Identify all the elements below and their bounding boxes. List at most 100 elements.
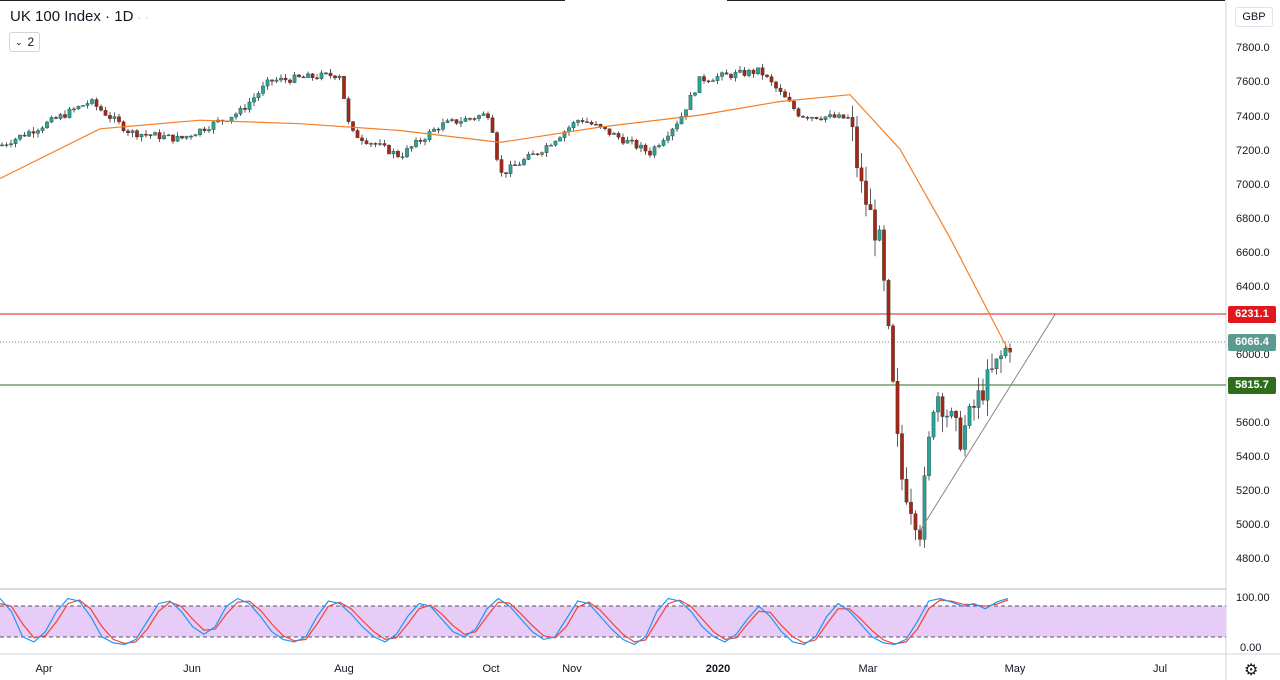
candle-body: [981, 390, 985, 401]
candle-body: [526, 154, 531, 160]
price-scale[interactable]: 7800.0 7600.0 7400.0 7200.0 7000.0 6800.…: [1236, 42, 1270, 565]
price-tick: 7600.0: [1236, 76, 1270, 88]
candle-body: [360, 137, 364, 141]
candle-body: [972, 406, 976, 408]
currency-button[interactable]: GBP: [1235, 7, 1273, 27]
candle-body: [387, 145, 391, 155]
candle-body: [859, 167, 864, 182]
price-tick: 7000.0: [1236, 179, 1270, 191]
candle-body: [990, 368, 994, 371]
candle-body: [396, 150, 400, 157]
candle-body: [355, 130, 360, 139]
candle-body: [828, 114, 832, 117]
candle-body: [927, 436, 931, 476]
time-label: Apr: [35, 663, 52, 675]
candle-body: [157, 132, 162, 140]
candle-body: [985, 369, 990, 401]
candle-body: [301, 76, 306, 79]
candle-body: [841, 114, 846, 119]
candle-body: [369, 143, 373, 145]
candle-body: [702, 76, 706, 82]
candle-body: [238, 107, 243, 115]
candle-body: [324, 72, 328, 75]
candle-body: [693, 92, 697, 96]
candle-body: [441, 122, 445, 130]
candle-body: [364, 140, 369, 144]
candle-body: [846, 117, 850, 119]
candle-body: [783, 91, 787, 98]
candle-body: [738, 69, 742, 73]
candle-body: [378, 143, 382, 145]
candle-body: [508, 164, 513, 174]
candle-body: [594, 123, 598, 126]
gear-icon[interactable]: ⚙: [1244, 662, 1259, 679]
candle-body: [535, 153, 540, 155]
candle-body: [94, 99, 99, 107]
candle-body: [189, 135, 193, 138]
candle-body: [621, 137, 625, 144]
candle-body: [873, 209, 877, 241]
stoch-k-line: [0, 597, 1009, 646]
last-price-tag: 6066.4: [1228, 334, 1276, 351]
candle-body: [720, 72, 724, 77]
candle-body: [202, 128, 207, 132]
candle-body: [108, 115, 112, 119]
candle-body: [976, 390, 981, 408]
candle-body: [967, 406, 972, 426]
oscillator-scale[interactable]: 100.00 0.00: [1236, 592, 1270, 654]
candle-body: [81, 105, 85, 107]
candle-body: [99, 106, 103, 111]
candle-body: [994, 358, 999, 370]
candle-body: [576, 120, 580, 123]
candle-body: [499, 159, 504, 173]
candle-body: [616, 133, 621, 138]
candle-body: [787, 96, 792, 102]
candle-body: [774, 81, 778, 89]
candle-body: [954, 411, 958, 418]
candle-body: [760, 67, 765, 76]
candle-body: [63, 114, 67, 118]
trend-line[interactable]: [919, 314, 1056, 532]
collapse-indicators-button[interactable]: ⌄ 2: [9, 32, 41, 52]
candle-body: [904, 479, 909, 503]
candle-body: [405, 148, 409, 157]
candle-body: [729, 74, 733, 78]
candle-body: [67, 108, 72, 118]
candle-body: [963, 425, 967, 450]
candle-body: [243, 107, 247, 110]
candle-body: [409, 146, 414, 149]
candle-body: [751, 69, 756, 74]
candle-body: [549, 144, 553, 147]
candle-body: [414, 140, 418, 147]
price-tick: 5400.0: [1236, 451, 1270, 463]
time-axis[interactable]: Apr Jun Aug Oct Nov 2020 Mar May Jul: [35, 663, 1167, 675]
candle-body: [697, 76, 702, 94]
top-border-left: [0, 0, 565, 1]
chart-title[interactable]: UK 100 Index · 1D · ·: [10, 8, 149, 25]
candle-body: [148, 134, 153, 136]
candle-body: [558, 137, 562, 142]
candle-body: [117, 116, 121, 123]
stoch-band: [0, 606, 1226, 637]
candle-body: [166, 134, 171, 137]
candle-body: [40, 127, 45, 131]
candle-body: [288, 79, 292, 83]
candle-body: [0, 144, 4, 147]
support-price-tag: 5815.7: [1228, 377, 1276, 394]
candle-body: [801, 115, 805, 118]
candle-body: [310, 73, 315, 78]
candle-body: [4, 144, 9, 146]
candle-body: [823, 116, 828, 120]
candle-body: [427, 131, 432, 140]
candle-body: [814, 116, 819, 119]
price-tick: 5200.0: [1236, 485, 1270, 497]
symbol-label: UK 100 Index · 1D: [10, 8, 134, 25]
candle-body: [306, 73, 310, 78]
candle-body: [585, 121, 589, 123]
candle-body: [882, 229, 886, 281]
candle-body: [715, 76, 720, 81]
candle-body: [756, 67, 760, 74]
candle-body: [175, 135, 180, 142]
time-label: Mar: [859, 663, 878, 675]
